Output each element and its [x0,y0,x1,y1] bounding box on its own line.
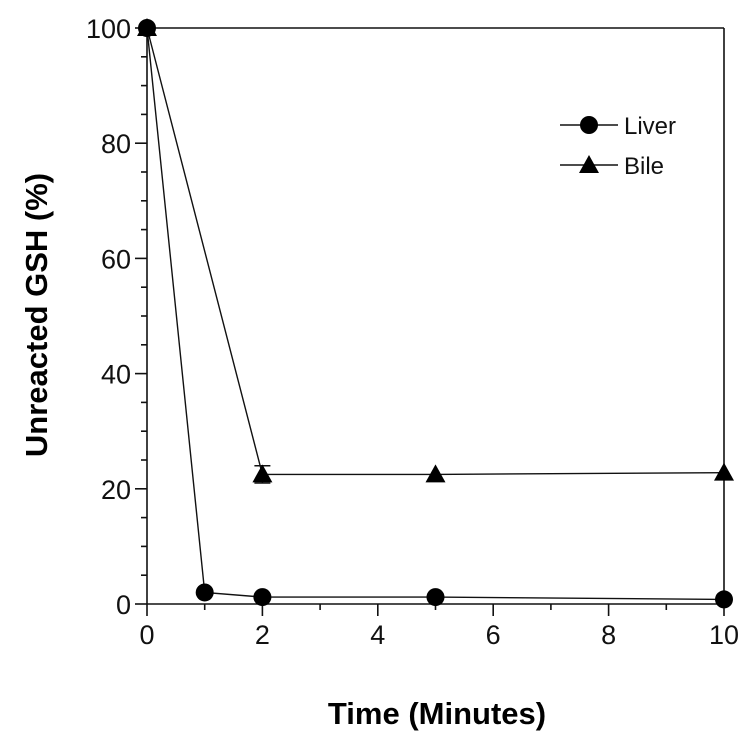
legend-marker-bile [579,155,599,173]
data-point-bile [425,464,446,483]
legend-marker-liver [580,116,598,134]
data-point-bile [714,462,734,481]
data-point-bile [252,464,273,483]
x-tick-label: 4 [370,620,385,650]
x-axis-title: Time (Minutes) [328,696,546,731]
y-axis-title: Unreacted GSH (%) [19,173,54,457]
data-point-bile [137,18,157,36]
tick-labels: 0 20 40 60 80 100 0 2 4 6 8 10 [86,14,739,650]
data-point-liver [426,588,445,607]
y-tick-label: 60 [101,244,131,274]
legend-label-bile: Bile [624,153,664,180]
y-tick-label: 100 [86,14,131,44]
data-point-liver [253,588,272,607]
data-point-liver [715,590,733,609]
series [137,18,734,609]
series-line-bile [146,27,725,476]
series-liver [138,19,733,609]
data-point-liver [195,583,214,602]
y-tick-label: 80 [101,129,131,159]
x-tick-label: 2 [255,620,270,650]
x-tick-label: 6 [486,620,501,650]
x-tick-label: 0 [139,620,154,650]
x-tick-label: 8 [601,620,616,650]
legend-label-liver: Liver [624,113,676,140]
legend: Liver Bile [560,113,676,180]
y-tick-label: 20 [101,475,131,505]
x-tick-label: 10 [709,620,739,650]
y-tick-label: 40 [101,360,131,390]
y-tick-label: 0 [116,590,131,620]
series-bile [137,18,734,484]
